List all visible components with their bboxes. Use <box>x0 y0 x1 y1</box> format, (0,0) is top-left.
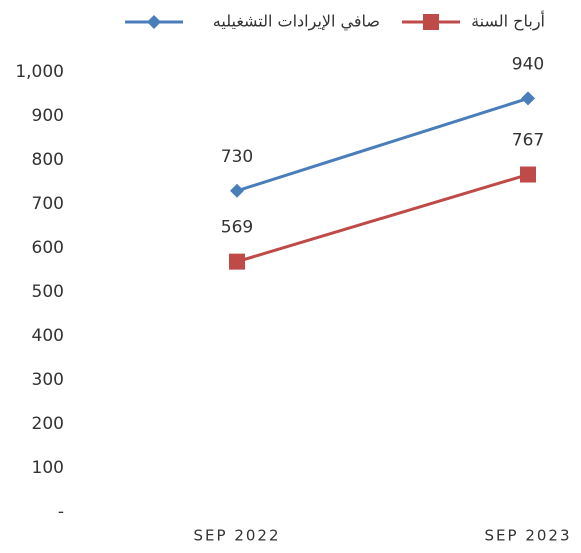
x-tick-label: SEP 2023 <box>485 527 572 545</box>
legend-marker <box>423 14 439 30</box>
y-tick-label: 800 <box>32 150 64 170</box>
x-tick-label: SEP 2022 <box>194 527 281 545</box>
y-tick-label: - <box>58 502 64 522</box>
data-label: 940 <box>512 54 544 74</box>
legend-label: أرباح السنة <box>471 11 545 32</box>
series-line <box>236 96 529 193</box>
y-tick-label: 100 <box>32 458 64 478</box>
data-label: 569 <box>221 218 253 238</box>
y-tick-label: 700 <box>32 194 64 214</box>
y-tick-label: 900 <box>32 106 64 126</box>
y-tick-label: 200 <box>32 414 64 434</box>
y-tick-label: 300 <box>32 370 64 390</box>
y-tick-label: 400 <box>32 326 64 346</box>
marker <box>520 166 536 183</box>
series-line <box>236 173 529 264</box>
data-label: 767 <box>512 131 544 151</box>
marker <box>230 183 244 198</box>
data-label: 730 <box>221 147 253 167</box>
y-tick-label: 600 <box>32 238 64 258</box>
legend-label: صافي الإيرادات التشغيليه <box>213 12 380 32</box>
y-tick-label: 1,000 <box>15 62 64 82</box>
y-tick-label: 500 <box>32 282 64 302</box>
marker <box>229 253 245 270</box>
marker <box>521 91 535 106</box>
legend-marker <box>147 15 161 29</box>
